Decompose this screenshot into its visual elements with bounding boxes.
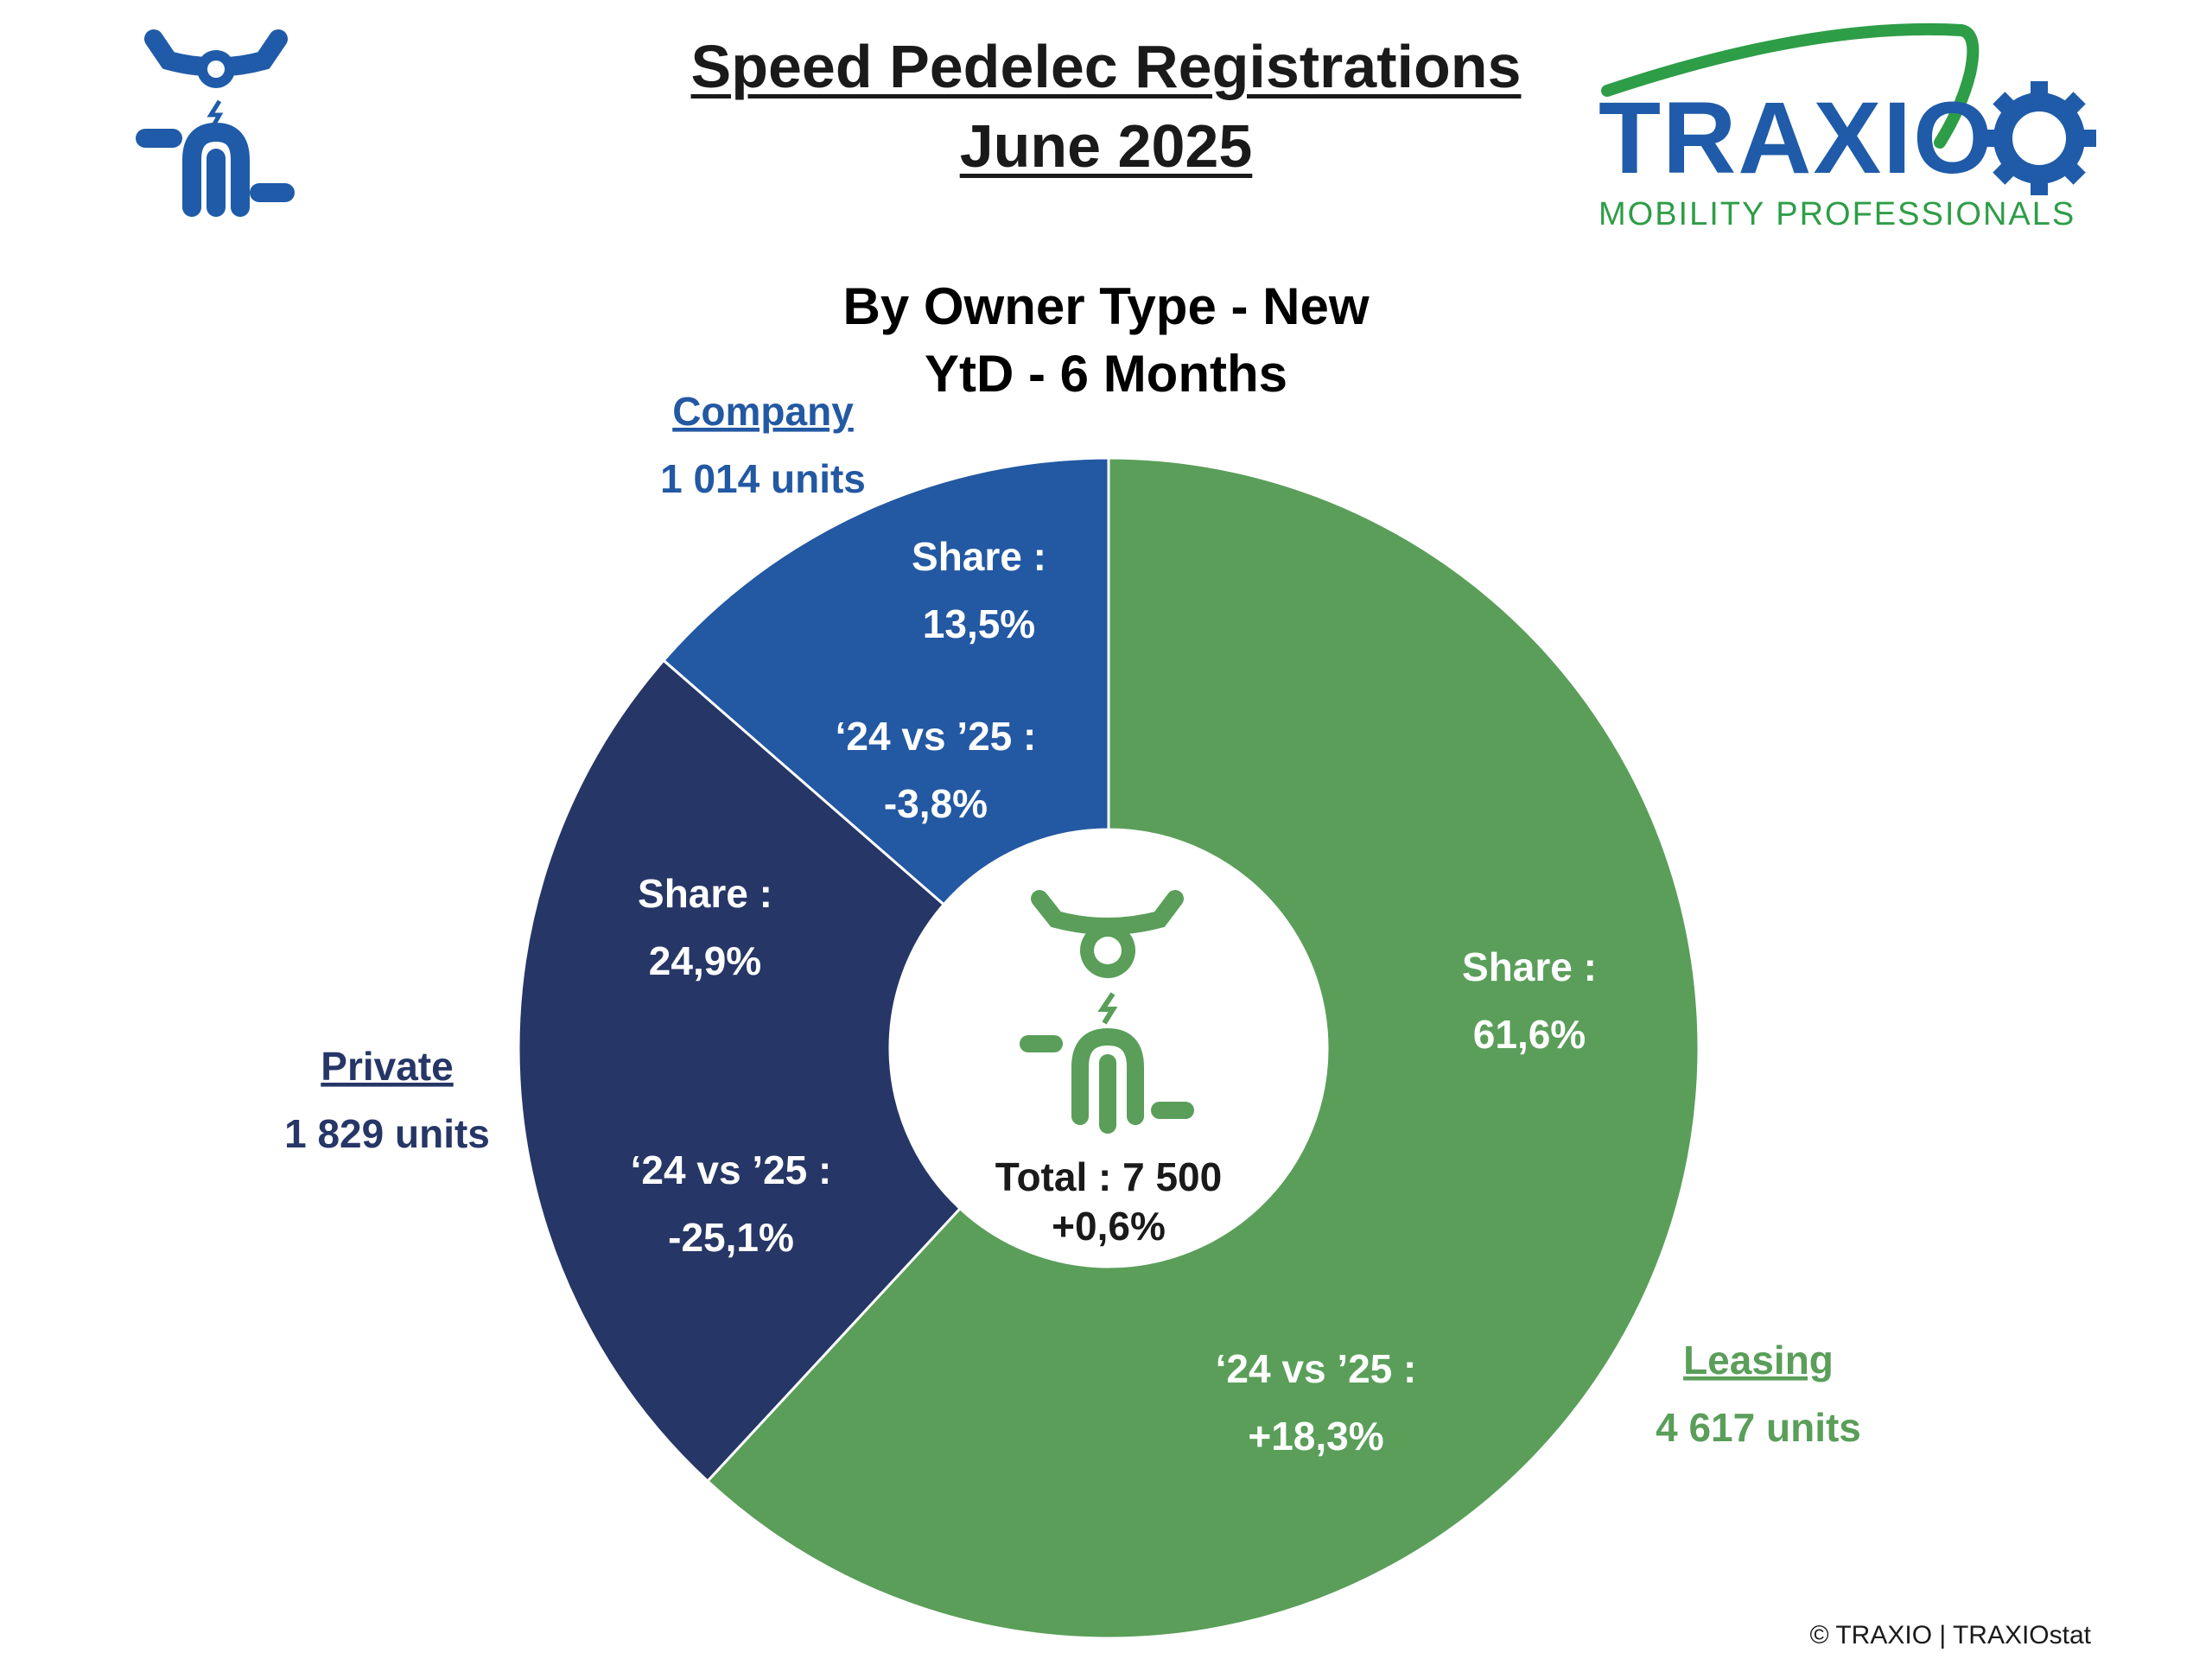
- category-units-company: 1 014 units: [660, 456, 866, 501]
- slice-company: [661, 456, 1110, 906]
- slices-layer: [517, 456, 1700, 1640]
- private-share-prefix: Share :: [638, 871, 772, 916]
- center-total-change: +0,6%: [1052, 1204, 1166, 1249]
- center-pedelec-icon: [1020, 890, 1194, 1134]
- private-share-value: 24,9%: [649, 938, 761, 983]
- logo-wordmark: TRAXIO: [1599, 81, 1994, 195]
- slice-private: [517, 658, 963, 1484]
- page-title-line-2: June 2025: [959, 112, 1253, 180]
- category-units-leasing: 4 617 units: [1656, 1405, 1861, 1450]
- chart-subtitle-line-2: YtD - 6 Months: [925, 345, 1287, 403]
- traxio-logo: TRAXIO MOBILITY PROFESSIONALS: [1599, 22, 2096, 232]
- leasing-change-prefix: ‘24 vs ’25 :: [1216, 1346, 1417, 1391]
- leasing-share-prefix: Share :: [1462, 944, 1597, 989]
- company-change-value: -3,8%: [884, 781, 988, 826]
- copyright-footer: © TRAXIO | TRAXIOstat: [1809, 1621, 2091, 1649]
- private-change-prefix: ‘24 vs ’25 :: [631, 1147, 832, 1192]
- leasing-change-value: +18,3%: [1248, 1414, 1383, 1459]
- chart-subtitle-line-1: By Owner Type - New: [842, 277, 1370, 335]
- company-share-prefix: Share :: [912, 534, 1046, 579]
- company-share-value: 13,5%: [923, 601, 1035, 646]
- leasing-share-value: 61,6%: [1473, 1012, 1586, 1057]
- slice-leasing: [705, 456, 1700, 1640]
- private-change-value: -25,1%: [668, 1215, 794, 1260]
- category-name-private: Private: [321, 1044, 453, 1089]
- page-title-line-1: Speed Pedelec Registrations: [690, 33, 1522, 100]
- logo-tagline: MOBILITY PROFESSIONALS: [1599, 196, 2075, 232]
- gear-icon: [1982, 81, 2096, 195]
- speed-pedelec-icon: [136, 29, 295, 217]
- logo-swoosh: [1601, 22, 1980, 149]
- company-change-prefix: ‘24 vs ’25 :: [836, 714, 1037, 759]
- center-total-label: Total : 7 500: [995, 1154, 1222, 1199]
- category-name-leasing: Leasing: [1683, 1338, 1834, 1382]
- category-units-private: 1 829 units: [284, 1111, 490, 1156]
- category-name-company: Company: [672, 389, 854, 434]
